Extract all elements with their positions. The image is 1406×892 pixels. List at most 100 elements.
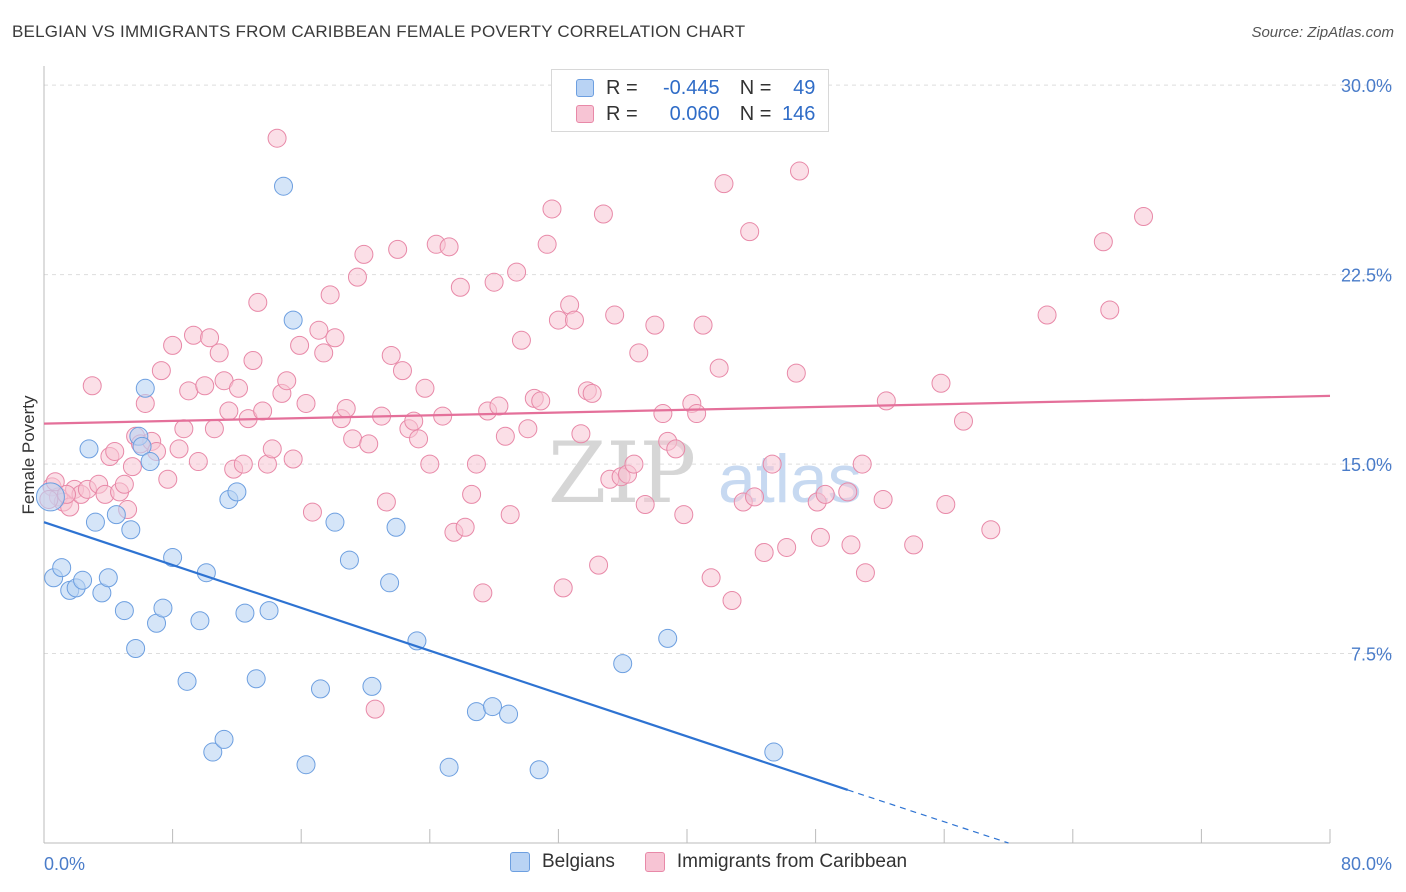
caribbean-point [277,371,297,391]
caribbean-point [1134,207,1154,227]
caribbean-point [354,244,374,264]
caribbean-point [114,474,134,494]
caribbean-point [267,128,287,148]
caribbean-point [253,401,273,421]
caribbean-point [183,325,203,345]
belgians-point [203,742,223,762]
caribbean-point [714,174,734,194]
legend-r-value-belgians: -0.445 [662,76,720,99]
legend-swatch-belgians [576,79,594,97]
belgians-point [52,558,72,578]
belgians-swatch [510,852,530,872]
caribbean-point [876,391,896,411]
caribbean-point [473,583,493,603]
belgians-point [283,310,303,330]
caribbean-point [151,361,171,381]
caribbean-point [507,262,527,282]
belgians-point [386,517,406,537]
belgians-point [214,729,234,749]
belgians-point [85,512,105,532]
caribbean-point [174,419,194,439]
belgians-point [140,452,160,472]
caribbean-point [1093,232,1113,252]
legend-n-label: N = [739,102,772,125]
legend-r-label: R = [606,76,638,99]
caribbean-point [653,404,673,424]
caribbean-point [666,439,686,459]
caribbean-point [687,404,707,424]
legend-r-label: R = [606,102,638,125]
y-tick-label: 7.5% [1351,645,1392,665]
caribbean-point [537,234,557,254]
legend-item-belgians: Belgians [510,851,615,873]
caribbean-point [179,381,199,401]
caribbean-point [564,310,584,330]
correlation-legend: R = -0.445 N = 49 R = 0.060 N = 146 [551,69,829,132]
caribbean-point [233,454,253,474]
belgians-point [613,654,633,674]
legend-row-caribbean: R = 0.060 N = 146 [576,102,815,126]
caribbean-point [450,277,470,297]
caribbean-point [1037,305,1057,325]
caribbean-point [754,542,774,562]
caribbean-point [82,376,102,396]
caribbean-point [904,535,924,555]
belgians-point [73,570,93,590]
caribbean-point [392,361,412,381]
caribbean-point [762,454,782,474]
belgians-point [310,679,330,699]
caribbean-point [815,484,835,504]
caribbean-point [314,343,334,363]
legend-n-value-caribbean: 146 [782,102,816,125]
caribbean-point [553,578,573,598]
belgians-point [235,603,255,623]
belgians-trend-extension [847,789,1009,844]
legend-swatch-caribbean [576,105,594,123]
belgians-point [259,601,279,621]
caribbean-point [838,482,858,502]
caribbean-point [777,537,797,557]
caribbean-point [722,590,742,610]
caribbean-point [229,378,249,398]
caribbean-point [204,419,224,439]
belgians-point [177,671,197,691]
caribbean-point [511,330,531,350]
belgians-point [79,439,99,459]
belgians-point [339,550,359,570]
caribbean-point [790,161,810,181]
belgians-point [153,598,173,618]
x-tick-label-min: 0.0% [44,854,85,874]
caribbean-point [571,424,591,444]
caribbean-point [283,449,303,469]
caribbean-point [219,401,239,421]
belgians-point [296,755,316,775]
caribbean-point [740,222,760,242]
caribbean-point [415,378,435,398]
caribbean-point [542,199,562,219]
series-belgians-points [35,176,784,780]
caribbean-point [589,555,609,575]
caribbean-point [518,419,538,439]
belgians-point [121,520,141,540]
belgians-point [135,378,155,398]
belgians-trend-line [43,521,849,791]
belgians-point [529,760,549,780]
caribbean-point [122,457,142,477]
belgians-point [106,505,126,525]
caribbean-point [336,399,356,419]
caribbean-point [635,494,655,514]
belgians-point [482,697,502,717]
caribbean-point [209,343,229,363]
belgians-point [114,601,134,621]
caribbean-point [701,568,721,588]
caribbean-point [624,454,644,474]
caribbean-point [645,315,665,335]
belgians-point [190,611,210,631]
caribbean-point [531,391,551,411]
caribbean-point [495,426,515,446]
belgians-point [466,702,486,722]
caribbean-point [169,439,189,459]
legend-item-caribbean: Immigrants from Caribbean [644,851,907,873]
caribbean-point [200,328,220,348]
